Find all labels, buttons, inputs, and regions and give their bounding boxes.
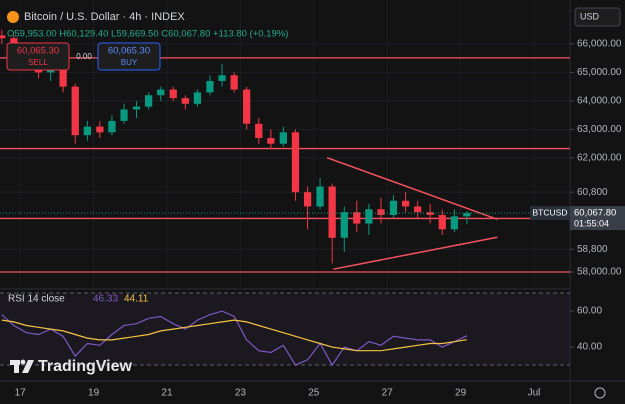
candle-body <box>340 212 348 238</box>
buy-box[interactable] <box>97 42 161 71</box>
y-tick-label: 66,000.00 <box>577 39 622 50</box>
sell-price: 60,065.30 <box>17 46 59 57</box>
y-tick-label: 64,000.00 <box>577 96 622 107</box>
rsi-band <box>0 293 570 366</box>
logo-mark <box>20 359 26 365</box>
currency: USD <box>580 11 600 21</box>
candle-body <box>414 206 422 213</box>
candle-body <box>96 126 104 133</box>
trendline <box>326 156 498 220</box>
y-tick-label: 63,000.00 <box>577 124 622 135</box>
sell-button[interactable]: 60,065.30 SELL <box>6 42 70 71</box>
rsi-ma-value: 44.11 <box>124 294 149 305</box>
logo-mark <box>14 360 19 373</box>
candle-body <box>157 89 165 96</box>
spread: 0.00 <box>76 52 92 61</box>
settings-icon[interactable] <box>594 387 606 399</box>
candle-body <box>426 212 434 216</box>
rsi-pane <box>0 292 570 367</box>
rsi-value: 46.33 <box>93 294 118 305</box>
candle-body <box>291 132 300 193</box>
candle-body <box>389 200 398 216</box>
ohlc-legend: O59,953.00 H60,129.40 L59,669.50 C60,067… <box>7 29 288 40</box>
y-tick-label: 65,000.00 <box>577 67 622 78</box>
candle-body <box>243 89 251 124</box>
candle-body <box>132 106 141 110</box>
candle-body <box>47 69 55 73</box>
x-tick-label: 19 <box>88 388 100 399</box>
candle-body <box>59 69 67 87</box>
chart-title: Bitcoin / U.S. Dollar · 4h · INDEX <box>24 11 185 23</box>
rsi-line <box>1 319 467 352</box>
candle-body <box>438 215 446 230</box>
candle-body <box>193 92 202 104</box>
candle-body <box>316 186 324 207</box>
price-tag-box <box>570 206 625 231</box>
x-tick-label: 23 <box>235 388 247 399</box>
candle-body <box>279 132 287 144</box>
x-tick-label: 21 <box>161 388 173 399</box>
candle-body <box>181 98 189 104</box>
currency-box[interactable] <box>574 7 621 27</box>
candle-body <box>401 200 410 207</box>
sell-box[interactable] <box>6 42 70 71</box>
y-tick-label: 62,000.00 <box>577 153 622 164</box>
candle-body <box>328 186 336 238</box>
candle-body <box>377 209 385 216</box>
sell-label: SELL <box>28 58 48 67</box>
candle-body <box>303 192 312 207</box>
buy-price: 60,065.30 <box>108 46 150 57</box>
candle-body <box>230 75 238 90</box>
candle-body <box>120 109 128 121</box>
main-pane <box>0 0 570 288</box>
candle-body <box>83 126 91 136</box>
candle-body <box>71 86 79 136</box>
x-tick-label: 17 <box>15 388 27 399</box>
candle-body <box>206 80 214 93</box>
y-tick-label: 58,800 <box>577 244 608 255</box>
symbol-tag: BTCUSD <box>533 207 568 217</box>
candle-body <box>255 123 263 139</box>
rsi-title: RSI 14 close <box>8 294 65 305</box>
candle-body <box>169 89 177 99</box>
symbol-tag-box <box>530 206 570 221</box>
candle-body <box>145 95 153 107</box>
logo-mark <box>22 360 34 373</box>
candle-body <box>0 35 6 39</box>
candle-body <box>108 120 116 133</box>
x-tick-label: Jul <box>528 388 541 399</box>
logo-text: TradingView <box>38 358 133 375</box>
y-tick-label: 40.00 <box>577 342 602 353</box>
currency-selector[interactable]: USD <box>574 7 621 27</box>
price-tag: 60,067.80 <box>574 208 616 219</box>
y-tick-label: 60.00 <box>577 306 602 317</box>
x-tick-label: 29 <box>455 388 467 399</box>
candle-body <box>267 138 275 144</box>
x-tick-label: 27 <box>382 388 394 399</box>
candle-body <box>450 216 459 230</box>
candle-body <box>218 75 226 81</box>
x-tick-label: 25 <box>308 388 320 399</box>
candle-body <box>463 213 471 217</box>
rsi-line <box>1 310 468 367</box>
countdown: 01:55:04 <box>574 218 609 228</box>
trendline <box>333 236 498 270</box>
candle-body <box>353 212 361 224</box>
logo: TradingView <box>10 358 133 375</box>
y-tick-label: 60,800 <box>577 187 608 198</box>
candle-body <box>365 209 373 224</box>
buy-button[interactable]: 60,065.30 BUY <box>97 42 161 71</box>
y-tick-label: 58,000.00 <box>577 267 622 278</box>
symbol-icon <box>7 11 19 23</box>
buy-label: BUY <box>121 58 138 67</box>
